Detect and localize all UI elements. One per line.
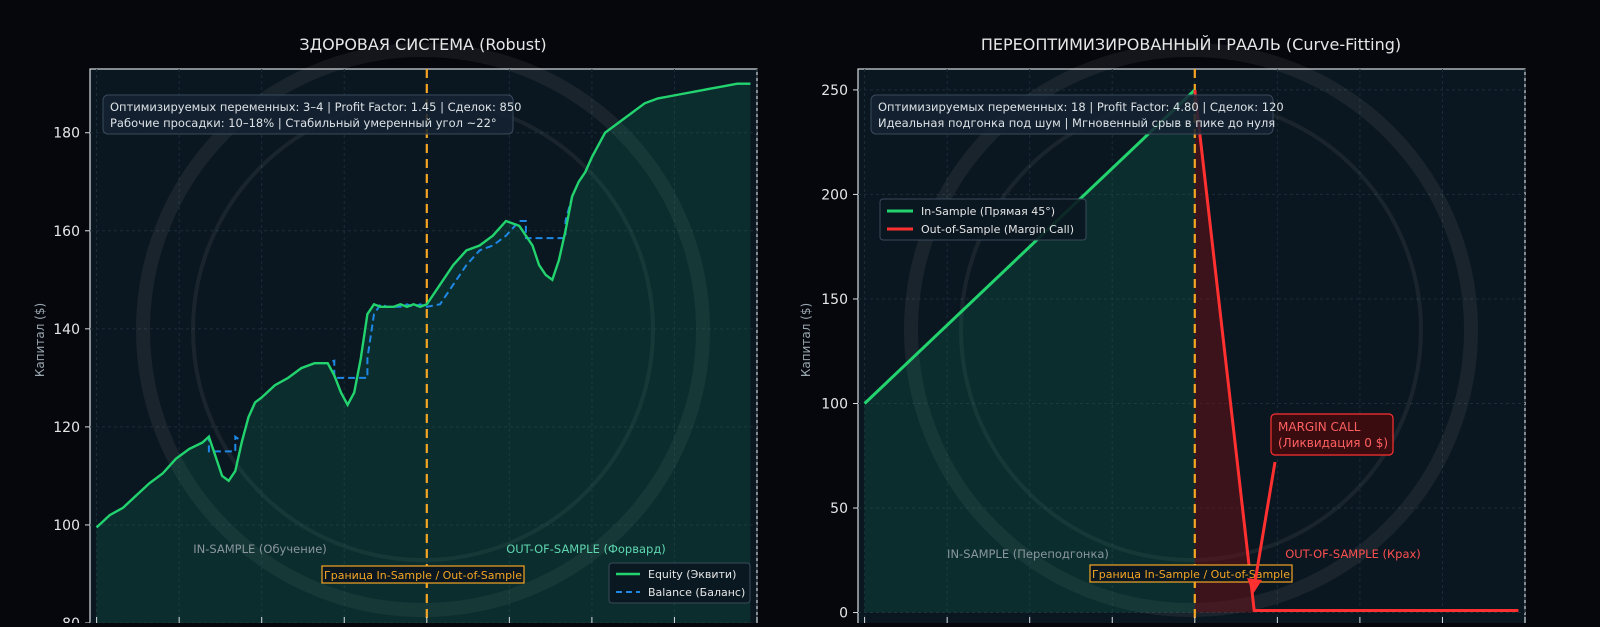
region-label-out-of-sample: OUT-OF-SAMPLE (Форвард) [506, 542, 666, 556]
legend-label-balance: Balance (Баланс) [648, 586, 745, 599]
info-line-2: Рабочие просадки: 10–18% | Стабильный ум… [110, 116, 497, 130]
region-label-in-sample: IN-SAMPLE (Обучение) [193, 542, 327, 556]
y-tick-label: 50 [830, 501, 848, 517]
y-tick-label: 100 [821, 396, 848, 412]
y-tick-label: 140 [53, 322, 80, 338]
info-line-1: Оптимизируемых переменных: 3–4 | Profit … [110, 100, 521, 114]
annotation-line-2: (Ликвидация 0 $) [1278, 436, 1388, 450]
region-label-in-sample: IN-SAMPLE (Переподгонка) [947, 547, 1109, 561]
in-sample-area-fill [864, 89, 1195, 613]
divider-label: Граница In-Sample / Out-of-Sample [324, 569, 522, 582]
chart-curve-fitting: ПЕРЕОПТИМИЗИРОВАННЫЙ ГРААЛЬ (Curve-Fitti… [799, 35, 1526, 627]
y-tick-label: 180 [53, 126, 80, 142]
legend-box [608, 562, 751, 604]
plot-area [857, 68, 1526, 627]
annotation-arrowhead [1247, 578, 1262, 594]
y-tick-label: 100 [53, 518, 80, 534]
y-tick-label: 160 [53, 224, 80, 240]
divider-label-box [321, 565, 525, 584]
info-line-2: Идеальная подгонка под шум | Мгновенный … [878, 116, 1275, 130]
y-tick-label: 120 [53, 420, 80, 436]
equity-line [95, 82, 751, 529]
divider-label: Граница In-Sample / Out-of-Sample [1092, 568, 1290, 581]
y-axis-ticks: 0 50 100 150 200 250 [821, 83, 1526, 623]
legend-label-in-sample: In-Sample (Прямая 45°) [921, 205, 1055, 218]
legend: In-Sample (Прямая 45°) Out-of-Sample (Ma… [879, 198, 1087, 241]
annotation-arrow [1253, 461, 1277, 583]
y-axis-label: Капитал ($) [33, 303, 47, 377]
legend-box [879, 198, 1087, 241]
annotation-line-1: MARGIN CALL [1278, 420, 1361, 434]
y-axis-label: Капитал ($) [799, 303, 813, 377]
y-tick-label: 250 [821, 83, 848, 99]
equity-area-fill [96, 83, 751, 623]
legend-label-equity: Equity (Эквити) [648, 568, 736, 581]
info-line-1: Оптимизируемых переменных: 18 | Profit F… [878, 100, 1284, 114]
chart-title: ЗДОРОВАЯ СИСТЕМА (Robust) [299, 35, 546, 54]
out-of-sample-line [1193, 89, 1519, 612]
y-tick-label: 150 [821, 292, 848, 308]
plot-area [89, 68, 758, 627]
info-box [870, 94, 1274, 135]
chart-title: ПЕРЕОПТИМИЗИРОВАННЫЙ ГРААЛЬ (Curve-Fitti… [981, 35, 1401, 54]
y-tick-label: 0 [839, 606, 848, 622]
y-tick-label: 80 [62, 616, 80, 623]
legend-label-out-of-sample: Out-of-Sample (Margin Call) [921, 223, 1074, 236]
region-label-out-of-sample: OUT-OF-SAMPLE (Крах) [1285, 547, 1421, 561]
y-tick-label: 200 [821, 187, 848, 203]
legend: Equity (Эквити) Balance (Баланс) [608, 562, 751, 604]
divider-label-box [1089, 564, 1293, 583]
margin-call-annotation: MARGIN CALL (Ликвидация 0 $) [1247, 413, 1394, 594]
info-box [102, 94, 514, 135]
chart-robust: ЗДОРОВАЯ СИСТЕМА (Robust) 80 100 120 140 160… [33, 35, 758, 627]
y-axis-ticks: 80 100 120 140 160 180 [53, 126, 758, 627]
in-sample-line [863, 88, 1196, 405]
annotation-box [1270, 413, 1394, 456]
